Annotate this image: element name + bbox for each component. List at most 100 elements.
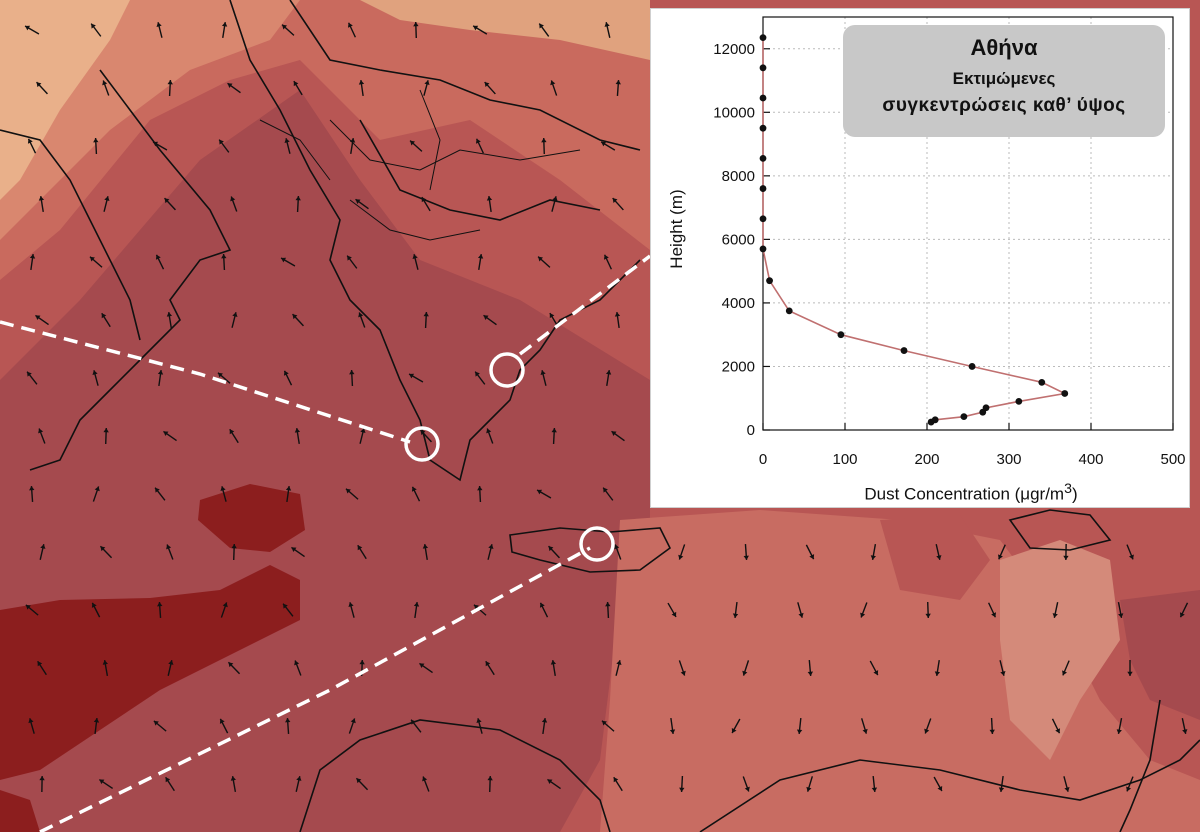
wind-arrow-head (809, 554, 815, 560)
x-axis-label-unit: μgr/m (1020, 484, 1065, 504)
wind-arrow-head (296, 776, 302, 781)
wind-arrow-head (89, 256, 95, 262)
wind-arrow-head (420, 430, 426, 436)
wind-arrow-head (155, 487, 160, 493)
wind-arrow-head (925, 613, 931, 618)
wind-arrow-head (411, 719, 416, 725)
wind-arrow-head (605, 370, 612, 375)
wind-arrow-head (538, 256, 543, 262)
wind-arrow-head (39, 776, 45, 781)
wind-arrow-head (871, 787, 878, 792)
data-point (759, 215, 767, 223)
wind-arrow-head (36, 82, 42, 88)
wind-arrow-head (164, 198, 170, 204)
wind-arrow-head (350, 718, 356, 724)
wind-arrow-head (29, 254, 36, 259)
wind-arrow-head (412, 254, 418, 259)
x-tick-label: 0 (759, 451, 767, 468)
data-point (759, 124, 767, 132)
wind-arrow-head (282, 24, 287, 30)
wind-arrow-head (232, 312, 238, 317)
wind-arrow-head (413, 22, 419, 27)
wind-arrow-head (550, 80, 556, 86)
wind-arrow-head (601, 141, 607, 147)
wind-arrow-head (486, 428, 492, 434)
wind-arrow-head (229, 429, 235, 435)
wind-arrow-head (613, 777, 619, 783)
wind-arrow-head (1055, 728, 1061, 734)
wind-arrow-head (1116, 729, 1122, 734)
wind-arrow-head (166, 312, 173, 317)
wind-arrow-head (25, 604, 31, 610)
x-axis-label-end: ) (1071, 484, 1078, 504)
wind-arrow-head (488, 544, 494, 549)
wind-arrow-head (35, 315, 41, 321)
wind-arrow-head (422, 544, 429, 549)
wind-arrow-head (1179, 612, 1185, 618)
vertical-profile-inset: 0 2000 4000 6000 8000 10000 12000 0 100 200 300 400… (650, 8, 1190, 508)
wind-arrow-head (168, 660, 174, 665)
wind-arrow-head (731, 728, 737, 733)
wind-arrow-head (679, 787, 685, 792)
wind-arrow-head (423, 312, 429, 317)
marker-athens (489, 352, 525, 388)
wind-arrow-head (732, 613, 739, 618)
wind-arrow-head (862, 728, 868, 734)
contour-darkest-west (0, 565, 300, 780)
wind-arrow-head (29, 486, 35, 491)
chart-title-line1: Εκτιμώμενες (952, 69, 1056, 88)
wind-arrow-head (104, 196, 110, 201)
wind-arrow-head (92, 370, 98, 376)
wind-arrow-head (473, 604, 479, 610)
data-point (968, 363, 976, 370)
wind-arrow-head (549, 313, 555, 319)
wind-arrow-head (359, 660, 365, 665)
wind-arrow-head (934, 671, 941, 676)
wind-arrow-head (294, 428, 301, 433)
wind-arrow-head (295, 196, 301, 201)
wind-arrow-head (410, 140, 415, 146)
x-axis-label-sup: 3 (1064, 481, 1072, 497)
wind-arrow-head (614, 312, 621, 317)
wind-arrow-head (222, 602, 228, 608)
wind-arrow-head (486, 196, 493, 201)
wind-arrow-head (860, 612, 866, 618)
wind-arrow-head (40, 544, 46, 549)
wind-arrow-head (284, 138, 290, 143)
wind-arrow-head (91, 23, 96, 29)
data-point (1038, 378, 1046, 386)
wind-arrow-head (551, 428, 557, 433)
wind-arrow-head (422, 776, 428, 782)
wind-arrow-head (348, 602, 354, 608)
chart-title-line2: συγκεντρώσεις καθ’ ύψος (882, 95, 1126, 116)
wind-arrow-head (476, 718, 482, 724)
wind-arrow-head (1063, 555, 1069, 560)
wind-arrow-head (615, 80, 621, 85)
wind-arrow-head (285, 486, 292, 491)
x-tick-label: 200 (914, 451, 939, 468)
wind-arrow-head (156, 22, 162, 27)
wind-arrow-head (924, 728, 930, 734)
wind-arrow-head (477, 254, 484, 259)
wind-arrow-head (355, 199, 361, 204)
wind-arrow-head (358, 312, 364, 318)
wind-arrow-head (230, 776, 236, 781)
wind-arrow-head (38, 428, 44, 434)
wind-arrow-head (38, 196, 45, 201)
wind-arrow-head (1118, 613, 1124, 618)
x-tick-label: 500 (1160, 451, 1185, 468)
x-tick-label: 100 (832, 451, 857, 468)
wind-arrow-head (28, 718, 34, 724)
wind-arrow-head (603, 487, 608, 493)
wind-arrow-head (163, 431, 169, 437)
wind-arrow-head (347, 22, 353, 28)
chart-title-city: Αθήνα (970, 35, 1038, 60)
data-point (837, 331, 845, 339)
data-point (1015, 398, 1023, 405)
wind-arrow-head (798, 612, 804, 618)
wind-arrow-head (153, 141, 159, 147)
wind-arrow-head (102, 80, 108, 86)
wind-arrow-head (228, 662, 234, 668)
wind-arrow-head (1127, 671, 1133, 676)
